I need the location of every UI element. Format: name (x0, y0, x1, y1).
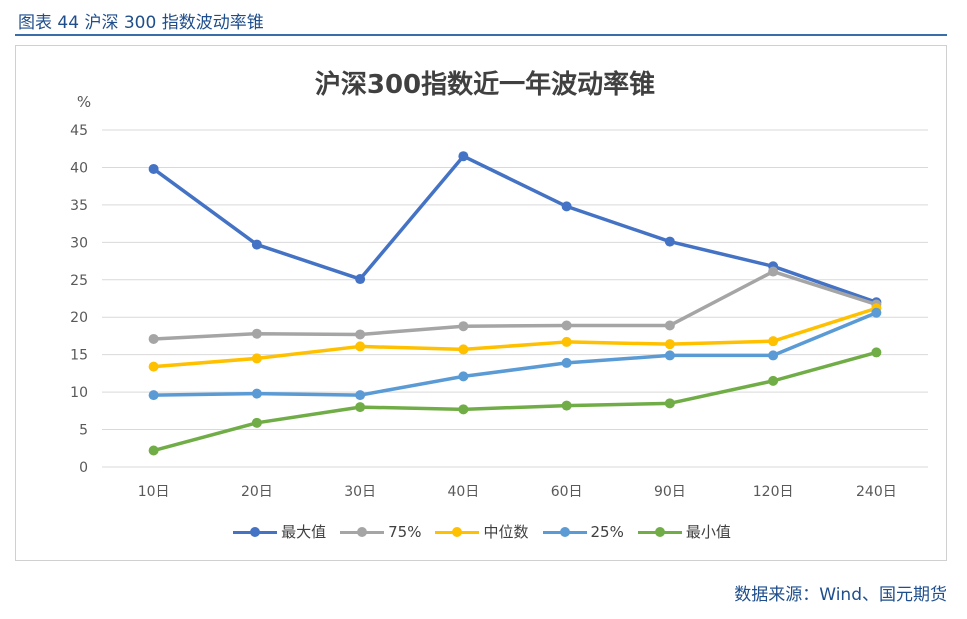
data-point (458, 344, 469, 355)
x-tick-label: 240日 (856, 484, 897, 500)
x-tick-label: 10日 (138, 484, 170, 500)
legend-label: 25% (590, 522, 624, 541)
x-tick-label: 30日 (344, 484, 376, 500)
legend-swatch (637, 525, 682, 539)
data-point (251, 417, 262, 428)
data-point (251, 328, 262, 339)
data-point (355, 341, 366, 352)
legend-label: 75% (388, 522, 422, 541)
legend-swatch (233, 525, 278, 539)
legend-swatch (435, 525, 480, 539)
data-point (871, 347, 882, 358)
data-point (458, 371, 469, 382)
legend-item: 最小值 (637, 521, 731, 542)
series-4 (148, 347, 882, 456)
data-point (561, 357, 572, 368)
x-axis-ticks: 10日 20日 30日 40日 60日 90日 120日 240日 (138, 484, 897, 500)
series-line (152, 154, 877, 304)
chart-legend: 最大值 75% 中位数 25% 最小值 (16, 521, 948, 542)
series-3 (148, 307, 882, 401)
x-tick-label: 40日 (447, 484, 479, 500)
data-point (355, 402, 366, 413)
y-tick-label: 0 (79, 460, 88, 476)
data-point (148, 361, 159, 372)
y-tick-label: 35 (70, 198, 88, 214)
data-point (664, 339, 675, 350)
y-tick-label: 5 (79, 423, 88, 439)
data-point (664, 320, 675, 331)
legend-swatch (542, 525, 587, 539)
y-axis-ticks: 0 5 10 15 20 25 30 35 40 45 (70, 123, 88, 476)
data-point (664, 398, 675, 409)
line-chart: 沪深300指数近一年波动率锥 % 0 5 10 15 20 25 30 35 40 45 10日 2… (70, 69, 928, 500)
data-point (355, 329, 366, 340)
data-point (148, 333, 159, 344)
data-point (458, 321, 469, 332)
y-tick-label: 45 (70, 123, 88, 139)
data-point (664, 350, 675, 361)
data-point (768, 375, 779, 386)
legend-item: 25% (542, 521, 624, 542)
data-point (561, 336, 572, 347)
caption-divider (15, 34, 947, 36)
figure-caption: 图表 44 沪深 300 指数波动率锥 (18, 13, 264, 33)
x-tick-label: 90日 (654, 484, 686, 500)
data-point (148, 163, 159, 174)
legend-label: 中位数 (483, 523, 529, 541)
data-point (561, 400, 572, 411)
legend-item: 75% (340, 521, 421, 542)
y-tick-label: 20 (70, 310, 88, 326)
y-tick-label: 25 (70, 273, 88, 289)
data-point (355, 390, 366, 401)
x-tick-label: 120日 (753, 484, 794, 500)
y-axis-unit: % (77, 93, 91, 111)
data-point (561, 320, 572, 331)
legend-item: 中位数 (435, 521, 529, 542)
data-point (458, 151, 469, 162)
data-point (148, 445, 159, 456)
series-line (153, 311, 878, 397)
data-point (251, 388, 262, 399)
data-point (355, 274, 366, 285)
series-line (153, 350, 877, 453)
data-point (871, 307, 882, 318)
legend-label: 最大值 (281, 523, 327, 541)
chart-title: 沪深300指数近一年波动率锥 (315, 69, 655, 100)
y-tick-label: 10 (70, 385, 88, 401)
y-tick-label: 15 (70, 348, 88, 364)
data-source: 数据来源：Wind、国元期货 (734, 585, 947, 605)
chart-container: 沪深300指数近一年波动率锥 % 0 5 10 15 20 25 30 35 40 45 10日 2… (15, 45, 947, 561)
data-point (768, 266, 779, 277)
series-line (153, 269, 877, 341)
series-line (153, 306, 877, 369)
legend-item: 最大值 (233, 521, 326, 542)
data-point (768, 350, 779, 361)
data-point (664, 236, 675, 247)
x-tick-label: 60日 (551, 484, 583, 500)
data-point (251, 239, 262, 250)
legend-label: 最小值 (685, 523, 731, 541)
series-lines (148, 151, 882, 456)
series-1 (148, 266, 882, 344)
y-tick-label: 40 (70, 160, 88, 176)
legend-swatch (340, 525, 385, 539)
data-point (561, 201, 572, 212)
data-point (458, 404, 469, 415)
data-point (251, 353, 262, 364)
x-tick-label: 20日 (241, 484, 273, 500)
data-point (768, 336, 779, 347)
data-point (148, 390, 159, 401)
y-tick-label: 30 (70, 235, 88, 251)
series-0 (148, 151, 882, 308)
